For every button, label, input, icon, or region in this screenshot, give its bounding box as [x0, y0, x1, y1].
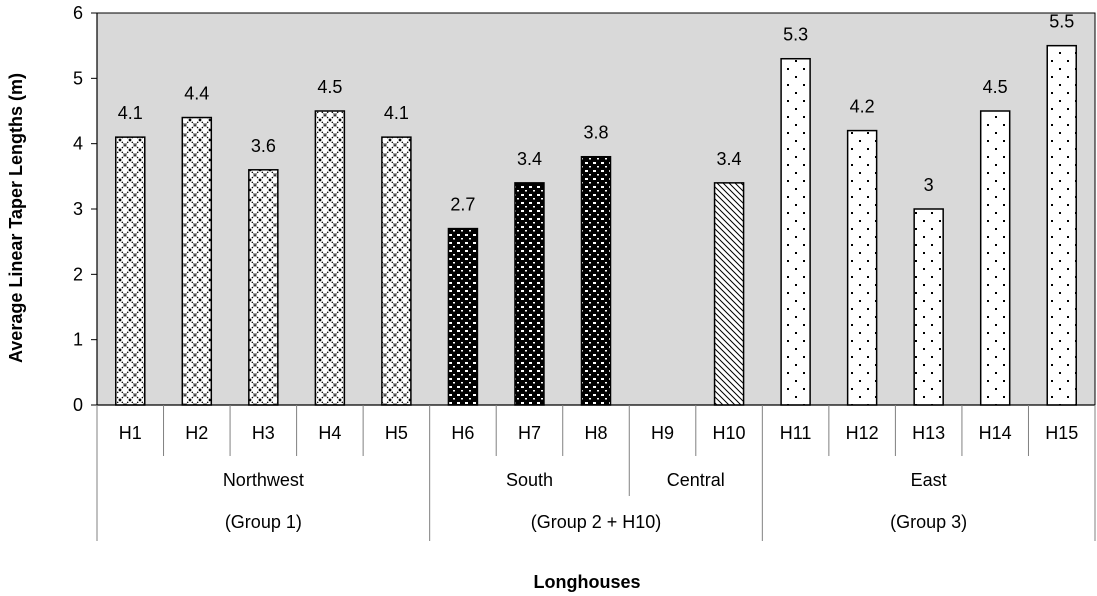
- data-label-H8: 3.8: [583, 123, 608, 143]
- data-label-H12: 4.2: [850, 97, 875, 117]
- bar-H3: [248, 169, 279, 406]
- group-label: (Group 1): [225, 512, 302, 532]
- y-axis: 0 1 2 3 4 5 6: [73, 3, 98, 415]
- y-tick-label: 1: [73, 330, 83, 350]
- region-label: Northwest: [223, 470, 304, 490]
- data-label-H14: 4.5: [983, 77, 1008, 97]
- bar-H11: [780, 57, 811, 406]
- data-label-H15: 5.5: [1049, 12, 1074, 32]
- x-tick-label-H4: H4: [318, 423, 341, 443]
- data-label-H3: 3.6: [251, 136, 276, 156]
- data-label-H11: 5.3: [783, 25, 808, 45]
- y-tick-label: 0: [73, 395, 83, 415]
- x-tick-label-H3: H3: [252, 423, 275, 443]
- group-label: (Group 3): [890, 512, 967, 532]
- data-label-H1: 4.1: [118, 103, 143, 123]
- bar-H2: [181, 116, 213, 406]
- x-tick-label-H1: H1: [119, 423, 142, 443]
- x-tick-label-H8: H8: [584, 423, 607, 443]
- bar-H7: [514, 182, 545, 406]
- x-tick-label-H14: H14: [979, 423, 1012, 443]
- bar-H14: [979, 110, 1011, 406]
- bars: 4.1 4.4 3.6 4.5 4.1 2.7 3.4 3.8 3.4 5.3 4.2 3 4.5 5.5: [115, 12, 1077, 406]
- data-label-H2: 4.4: [184, 84, 209, 104]
- y-axis-title: Average Linear Taper Lengths (m): [6, 73, 26, 363]
- region-label: East: [911, 470, 947, 490]
- data-label-H5: 4.1: [384, 103, 409, 123]
- data-label-H13: 3: [924, 175, 934, 195]
- bar-H13: [913, 208, 944, 406]
- x-axis: H1 H2 H3 H4 H5 H6 H7 H8 H9 H10 H11 H12 H13 H14 H15 Nort…: [96, 404, 1096, 541]
- y-tick-label: 4: [73, 134, 83, 154]
- region-label: Central: [667, 470, 725, 490]
- bar-H1: [115, 136, 146, 406]
- y-tick-label: 6: [73, 3, 83, 23]
- bar-H12: [846, 129, 878, 406]
- bar-H15: [1046, 44, 1077, 406]
- y-tick-label: 5: [73, 68, 83, 88]
- x-tick-label-H10: H10: [713, 423, 746, 443]
- data-label-H6: 2.7: [450, 195, 475, 215]
- group-label: (Group 2 + H10): [531, 512, 662, 532]
- bar-H8: [580, 155, 612, 406]
- x-tick-label-H2: H2: [185, 423, 208, 443]
- x-tick-label-H11: H11: [780, 423, 812, 443]
- x-tick-label-H12: H12: [846, 423, 879, 443]
- x-tick-label-H13: H13: [912, 423, 945, 443]
- data-label-H7: 3.4: [517, 149, 542, 169]
- bar-H4: [314, 110, 346, 406]
- x-tick-label-H9: H9: [651, 423, 674, 443]
- region-label: South: [506, 470, 553, 490]
- x-tick-label-H6: H6: [451, 423, 474, 443]
- x-tick-label-H7: H7: [518, 423, 541, 443]
- y-tick-label: 3: [73, 199, 83, 219]
- y-tick-label: 2: [73, 264, 83, 284]
- data-label-H10: 3.4: [717, 149, 742, 169]
- data-label-H4: 4.5: [317, 77, 342, 97]
- bar-H10: [713, 182, 745, 406]
- bar-H5: [381, 136, 412, 406]
- x-tick-label-H5: H5: [385, 423, 408, 443]
- x-axis-title: Longhouses: [534, 572, 641, 592]
- x-tick-label-H15: H15: [1045, 423, 1078, 443]
- bar-H6: [447, 227, 479, 406]
